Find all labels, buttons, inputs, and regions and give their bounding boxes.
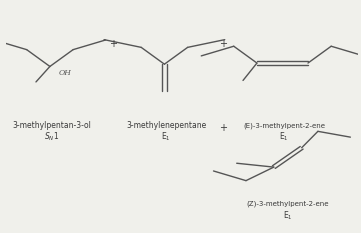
Text: +: +: [109, 39, 117, 49]
Text: 3-methylenepentane: 3-methylenepentane: [126, 121, 206, 130]
Text: (E)-3-methylpent-2-ene: (E)-3-methylpent-2-ene: [243, 122, 325, 129]
Text: $S_N$1: $S_N$1: [44, 131, 59, 143]
Text: E$_1$: E$_1$: [279, 131, 289, 143]
Text: +: +: [218, 39, 227, 49]
Text: +: +: [218, 123, 227, 133]
Text: OH: OH: [58, 69, 71, 77]
Text: E$_1$: E$_1$: [283, 209, 293, 222]
Text: E$_1$: E$_1$: [161, 131, 171, 143]
Text: 3-methylpentan-3-ol: 3-methylpentan-3-ol: [12, 121, 91, 130]
Text: (Z)-3-methylpent-2-ene: (Z)-3-methylpent-2-ene: [247, 201, 329, 207]
